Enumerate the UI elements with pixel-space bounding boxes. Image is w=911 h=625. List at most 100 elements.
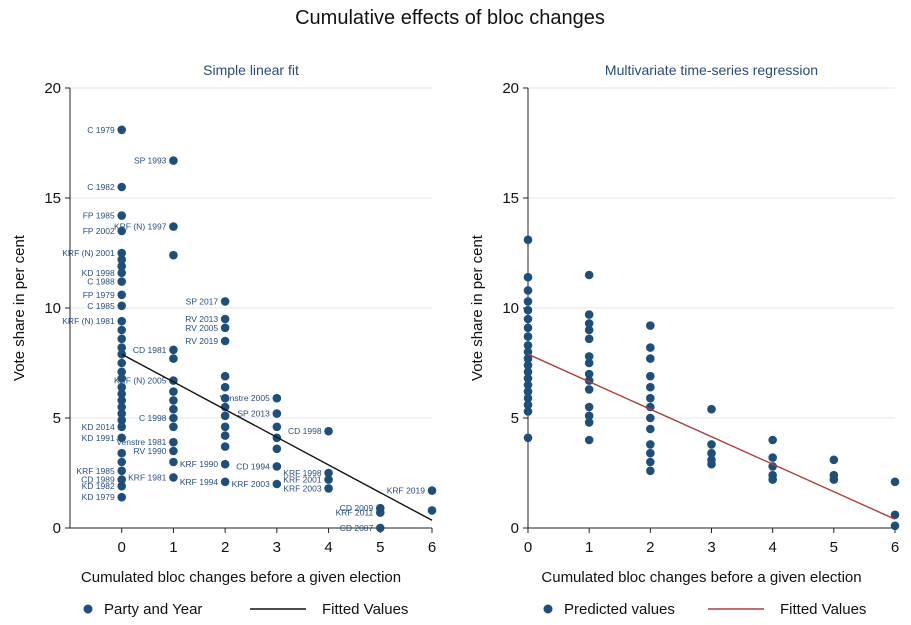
data-point-label: SP 2013 — [237, 409, 270, 419]
data-point — [427, 486, 437, 495]
data-point — [523, 387, 533, 396]
data-point — [768, 462, 777, 471]
data-point — [117, 268, 127, 278]
data-point — [584, 369, 594, 379]
data-point — [523, 323, 533, 333]
x-axis-label: Cumulated bloc changes before a given el… — [81, 569, 401, 586]
x-tick-label: 0 — [118, 539, 126, 556]
data-point — [220, 314, 230, 324]
data-point-label: KRF 2001 — [283, 475, 322, 485]
data-point — [584, 435, 594, 445]
data-point — [646, 371, 655, 381]
data-point — [707, 459, 716, 469]
data-point — [117, 382, 127, 392]
x-tick-label: 4 — [324, 539, 332, 556]
y-tick-label: 15 — [502, 190, 519, 207]
data-point — [220, 336, 230, 346]
data-point — [117, 325, 127, 335]
data-point-label: KRF (N) 2005 — [114, 376, 167, 386]
data-point-label: C 1998 — [139, 413, 167, 423]
y-tick-label: 20 — [44, 80, 61, 97]
data-point — [523, 367, 533, 377]
data-point-label: KRF 1981 — [128, 472, 167, 482]
data-point — [646, 382, 655, 392]
data-point — [523, 374, 533, 383]
data-point — [117, 316, 127, 326]
data-point — [169, 413, 178, 423]
data-point — [169, 345, 178, 355]
data-point — [646, 321, 655, 330]
data-point-label: Venstre 1981 — [116, 437, 166, 447]
x-tick-label: 3 — [707, 539, 715, 556]
data-point — [768, 435, 777, 445]
data-point — [584, 385, 594, 394]
data-point — [584, 334, 594, 344]
data-point — [523, 314, 533, 324]
data-point-label: KRF 2019 — [387, 486, 426, 496]
y-tick-label: 0 — [511, 520, 519, 537]
data-point-label: FP 1985 — [83, 211, 115, 221]
data-point-label: KRF 1994 — [180, 477, 219, 487]
legend-entry-points: Party and Year — [104, 601, 202, 618]
data-point — [117, 182, 127, 192]
data-point — [220, 297, 230, 306]
data-point — [272, 444, 282, 454]
data-point — [117, 290, 127, 300]
data-point — [117, 457, 127, 467]
data-point — [584, 352, 594, 361]
y-tick-label: 5 — [511, 410, 519, 427]
data-point — [117, 422, 127, 432]
x-tick-label: 1 — [169, 539, 177, 556]
data-point — [523, 354, 533, 363]
data-point — [375, 508, 385, 517]
data-point — [169, 422, 178, 432]
data-point — [646, 413, 655, 423]
y-tick-label: 5 — [53, 410, 61, 427]
data-point — [890, 510, 900, 520]
data-point — [523, 286, 533, 295]
data-point — [117, 343, 127, 352]
data-point — [584, 358, 594, 368]
data-point — [584, 270, 594, 280]
y-tick-label: 20 — [502, 80, 519, 97]
data-point — [117, 367, 127, 377]
right-panel-multivariate-regression: 0 5 10 15 20 0 1 2 3 4 5 6 Multivariate time-series … — [469, 62, 900, 618]
data-point — [169, 156, 178, 165]
data-point — [220, 323, 230, 333]
data-point — [324, 468, 333, 478]
x-tick-label: 4 — [768, 539, 776, 556]
data-point — [272, 422, 282, 432]
panel-title: Simple linear fit — [203, 62, 299, 78]
data-point — [523, 332, 533, 341]
data-point-label: KRF 2003 — [283, 483, 322, 493]
data-point-label: KRF 2011 — [336, 508, 374, 518]
data-point-label: CD 1989 — [81, 475, 115, 485]
legend-point-marker — [543, 604, 553, 614]
y-tick-label: 0 — [53, 520, 61, 537]
data-point — [117, 415, 127, 425]
data-point — [427, 506, 437, 515]
y-axis-label: Vote share in per cent — [11, 234, 28, 381]
y-tick-label: 15 — [44, 190, 61, 207]
data-point-label: C 1979 — [87, 125, 115, 135]
data-point — [646, 343, 655, 352]
data-point-label: CD 2009 — [340, 503, 374, 513]
legend-point-marker — [83, 604, 93, 614]
data-point — [324, 426, 333, 436]
data-point-label: RV 1990 — [133, 446, 166, 456]
data-point — [646, 457, 655, 467]
data-point — [169, 222, 178, 231]
data-point — [272, 393, 282, 403]
data-point — [523, 305, 533, 315]
data-point-label: Venstre 2005 — [220, 393, 270, 403]
data-point — [117, 448, 127, 458]
data-point — [324, 475, 333, 484]
data-point — [584, 411, 594, 421]
data-point — [220, 393, 230, 403]
data-point — [220, 431, 230, 440]
x-tick-label: 2 — [646, 539, 654, 556]
data-point — [523, 400, 533, 410]
data-point — [584, 319, 594, 328]
fitted-line — [121, 353, 433, 521]
y-tick-label: 10 — [502, 300, 519, 317]
